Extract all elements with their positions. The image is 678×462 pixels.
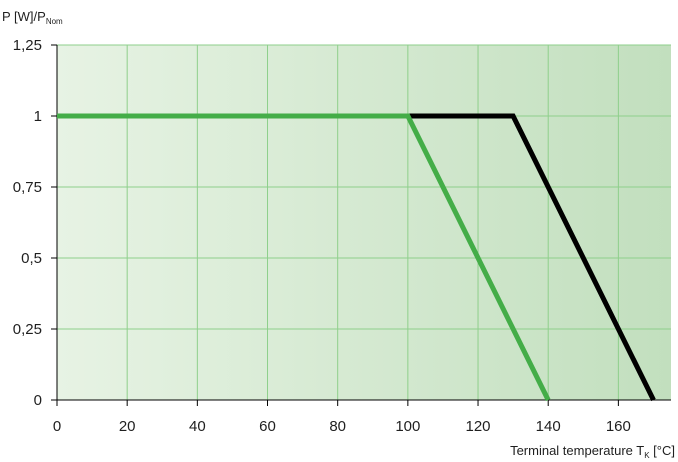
x-tick-label: 20: [119, 418, 136, 435]
x-tick-label: 160: [606, 418, 631, 435]
y-tick-label: 0: [34, 392, 42, 409]
y-tick-labels: 0 0,25 0,5 0,75 1 1,25: [13, 37, 57, 409]
plot-background: [57, 45, 671, 400]
y-tick-label: 1,25: [13, 37, 42, 54]
y-tick-label: 0,75: [13, 179, 42, 196]
y-tick-label: 1: [34, 108, 42, 125]
x-tick-label: 140: [536, 418, 561, 435]
series-line-2: [57, 113, 551, 402]
series-lines: [57, 113, 656, 402]
axes: [51, 45, 671, 406]
x-tick-label: 0: [53, 418, 61, 435]
x-tick-label: 40: [189, 418, 206, 435]
x-axis-title: Terminal temperature TK [°C]: [510, 443, 675, 460]
y-tick-label: 0,5: [21, 250, 42, 267]
y-tick-label: 0,25: [13, 321, 42, 338]
x-tick-label: 120: [466, 418, 491, 435]
x-tick-label: 100: [395, 418, 420, 435]
x-tick-label: 60: [259, 418, 276, 435]
x-tick-label: 80: [329, 418, 346, 435]
x-tick-labels: 0 20 40 60 80 100 120 140 160: [53, 400, 631, 435]
y-axis-title: P [W]/PNom: [2, 9, 63, 26]
